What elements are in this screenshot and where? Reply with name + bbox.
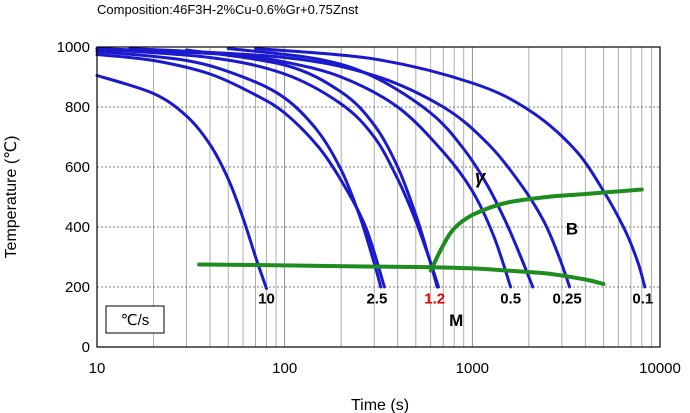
unit-legend: ℃/s [105, 305, 165, 334]
x-tick-label: 10 [89, 360, 106, 377]
cooling-curve [95, 74, 268, 290]
cooling-curve [254, 47, 647, 289]
rate-label: 0.5 [500, 291, 521, 308]
phase-labels: γ B M [449, 168, 578, 331]
unit-legend-box [105, 305, 165, 334]
unit-legend-label: ℃/s [121, 312, 150, 329]
cooling-curve [226, 47, 535, 289]
phase-label: γ [475, 168, 487, 189]
y-tick-label: 1000 [57, 39, 90, 56]
x-tick-label: 10000 [639, 360, 681, 377]
grid [97, 47, 660, 347]
rate-label: 1.2 [424, 291, 445, 308]
cooling-curves [95, 47, 647, 290]
rate-label: 2.5 [366, 291, 387, 308]
y-tick-label: 400 [65, 219, 90, 236]
x-axis-label: Time (s) [351, 397, 409, 413]
cooling-curve [95, 53, 386, 289]
cooling-curve [128, 47, 572, 289]
cooling-curve [185, 48, 439, 289]
y-tick-label: 200 [65, 279, 90, 296]
rate-label: 0.1 [632, 291, 653, 308]
x-tick-label: 1000 [456, 360, 489, 377]
phase-label: M [449, 311, 463, 330]
y-axis-label: Temperature (℃) [3, 136, 20, 259]
plot-frame [96, 46, 661, 348]
martensite-start-line [197, 262, 606, 286]
bainite-start-line [428, 187, 644, 273]
cooling-curve [95, 50, 383, 289]
x-tick-label: 100 [272, 360, 297, 377]
phase-label: B [566, 220, 578, 239]
x-tick-labels: 10 100 1000 10000 [89, 360, 681, 377]
rate-label: 0.25 [553, 291, 582, 308]
y-tick-label: 0 [82, 339, 90, 356]
y-tick-label: 600 [65, 159, 90, 176]
rate-labels: 10 2.5 1.2 0.5 0.25 0.1 [258, 291, 653, 308]
phase-boundaries [197, 187, 644, 286]
cooling-curve [95, 47, 513, 289]
y-tick-label: 800 [65, 99, 90, 116]
rate-label: 10 [258, 291, 275, 308]
y-tick-labels: 0 200 400 600 800 1000 [57, 39, 90, 356]
chart-title: Composition:46F3H-2%Cu-0.6%Gr+0.75Znst [97, 2, 359, 17]
